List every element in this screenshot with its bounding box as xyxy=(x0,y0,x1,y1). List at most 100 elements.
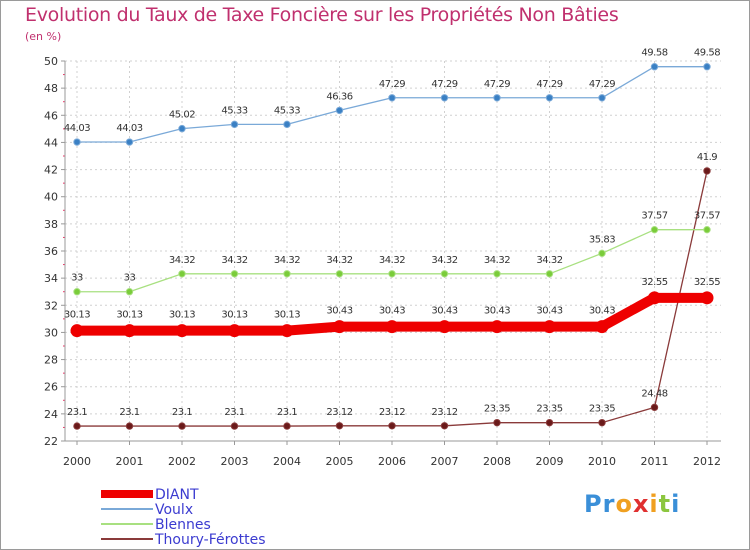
data-label: 30.43 xyxy=(589,306,615,317)
data-point xyxy=(280,324,294,338)
y-tick-label: 44 xyxy=(44,136,58,149)
series-diant: 30.13 30.13 30.13 30.13 30.13 30.43 30.43 30.43… xyxy=(64,277,721,338)
data-point xyxy=(545,94,554,102)
data-point xyxy=(700,291,714,305)
data-label: 30.43 xyxy=(379,306,405,317)
data-label: 30.13 xyxy=(116,310,142,321)
grid: 22 24 26 28 30 32 34 36 38 40 42 44 46 48 50 2000 2001 20… xyxy=(44,55,721,468)
y-tick-label: 40 xyxy=(44,191,58,204)
logo-letter: t xyxy=(658,490,672,518)
proxiti-logo: Proxiti xyxy=(584,490,680,518)
data-point xyxy=(493,94,501,102)
x-tick-label: 2011 xyxy=(641,455,669,468)
data-point xyxy=(178,270,186,278)
data-label: 23.12 xyxy=(326,407,352,418)
data-label: 23.35 xyxy=(536,404,562,415)
data-point xyxy=(388,422,396,430)
data-point xyxy=(440,94,449,102)
logo-letter: r xyxy=(602,490,616,518)
data-point xyxy=(125,288,134,296)
data-label: 34.32 xyxy=(431,255,457,266)
data-label: 23.1 xyxy=(277,407,297,418)
data-label: 33 xyxy=(71,273,83,284)
data-label: 34.32 xyxy=(379,255,405,266)
x-tick-label: 2012 xyxy=(693,455,721,468)
data-label: 30.43 xyxy=(536,306,562,317)
data-point xyxy=(703,167,711,175)
data-point xyxy=(175,324,189,338)
data-label: 34.32 xyxy=(326,255,352,266)
data-label: 49.58 xyxy=(641,48,667,59)
data-point xyxy=(385,320,399,334)
series-voulx: 44.03 44.03 45.02 45.33 45.33 46.36 47.29 47.29… xyxy=(64,48,721,146)
data-label: 23.1 xyxy=(119,407,139,418)
y-tick-label: 24 xyxy=(44,408,58,421)
x-tick-label: 2004 xyxy=(273,455,301,468)
data-point xyxy=(283,270,291,278)
data-point xyxy=(335,270,344,278)
y-tick-label: 50 xyxy=(44,55,58,68)
legend-label: DIANT xyxy=(155,487,199,503)
data-label: 34.32 xyxy=(536,255,562,266)
x-tick-label: 2005 xyxy=(326,455,354,468)
data-point xyxy=(650,403,659,412)
y-tick-label: 46 xyxy=(44,109,58,122)
data-point xyxy=(490,320,504,334)
data-label: 30.43 xyxy=(326,306,352,317)
series-blennes: 33 33 34.32 34.32 34.32 34.32 34.32 34.32 34.32 3… xyxy=(71,211,721,296)
data-point xyxy=(650,225,659,234)
data-point xyxy=(440,422,449,430)
x-tick-label: 2010 xyxy=(588,455,616,468)
data-point xyxy=(388,270,396,278)
data-label: 37.57 xyxy=(694,211,720,222)
data-label: 44.03 xyxy=(64,123,90,134)
data-point xyxy=(230,120,239,129)
data-point xyxy=(283,422,291,430)
data-label: 35.83 xyxy=(589,234,615,245)
data-label: 44.03 xyxy=(116,123,142,134)
data-label: 30.13 xyxy=(169,310,195,321)
data-point xyxy=(388,94,396,102)
data-point xyxy=(543,320,556,334)
data-point xyxy=(438,320,451,334)
data-point xyxy=(545,418,554,427)
data-label: 23.35 xyxy=(589,404,615,415)
data-label: 30.13 xyxy=(64,310,90,321)
x-tick-label: 2001 xyxy=(116,455,144,468)
legend-label: Thoury-Férottes xyxy=(154,532,266,548)
data-label: 30.43 xyxy=(484,306,510,317)
data-point xyxy=(73,422,81,430)
legend-label: Voulx xyxy=(155,502,193,518)
data-point xyxy=(598,418,606,427)
y-tick-label: 26 xyxy=(44,381,58,394)
data-point xyxy=(650,62,659,71)
data-point xyxy=(70,324,84,338)
chart-title: Evolution du Taux de Taxe Foncière sur l… xyxy=(25,4,619,26)
data-point xyxy=(598,249,606,258)
data-label: 32.55 xyxy=(694,277,720,288)
data-point xyxy=(335,106,344,115)
data-point xyxy=(440,270,449,278)
data-label: 23.1 xyxy=(224,407,244,418)
data-label: 24.48 xyxy=(641,388,667,399)
data-point xyxy=(230,422,239,430)
x-tick-label: 2000 xyxy=(63,455,91,468)
data-label: 32.55 xyxy=(641,277,667,288)
data-point xyxy=(125,138,134,146)
logo-letter: i xyxy=(649,490,659,518)
logo-letter: x xyxy=(632,490,650,518)
y-tick-label: 30 xyxy=(44,326,58,339)
y-axis-unit: (en %) xyxy=(25,30,62,43)
y-tick-label: 38 xyxy=(44,218,58,231)
data-label: 47.29 xyxy=(484,79,510,90)
x-tick-label: 2008 xyxy=(483,455,511,468)
y-tick-label: 36 xyxy=(44,245,58,258)
data-label: 45.02 xyxy=(169,110,195,121)
data-point xyxy=(73,138,81,146)
x-tick-label: 2002 xyxy=(168,455,196,468)
data-label: 47.29 xyxy=(431,79,457,90)
data-point xyxy=(493,418,501,427)
data-point xyxy=(703,62,711,71)
